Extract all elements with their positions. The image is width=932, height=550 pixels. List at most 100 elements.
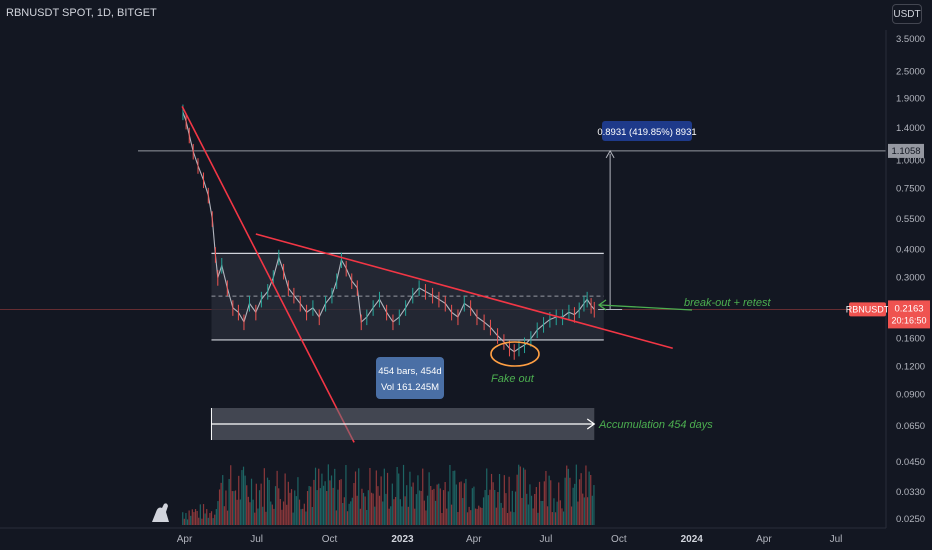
volume-bar [442, 490, 445, 525]
volume-bar [244, 475, 246, 525]
volume-bar [204, 513, 206, 525]
volume-bar [316, 490, 318, 525]
volume-bar [537, 512, 539, 525]
volume-bar [454, 470, 456, 525]
volume-bar [422, 468, 424, 525]
volume-bar [458, 482, 461, 525]
volume-bar [202, 504, 205, 525]
y-tick-label: 0.0330 [896, 487, 925, 498]
volume-bar [393, 499, 395, 525]
level-price-badge-text: 1.1058 [891, 146, 920, 157]
y-tick-label: 0.0450 [896, 457, 925, 468]
volume-bar [314, 467, 317, 525]
volume-bar [569, 477, 571, 525]
volume-bar [519, 466, 521, 525]
level-price-badge [888, 143, 924, 158]
volume-bar [255, 483, 257, 525]
currency-button[interactable]: USDT [892, 4, 922, 24]
volume-bar [287, 481, 289, 525]
volume-bar [335, 510, 337, 525]
volume-bar [468, 506, 470, 525]
volume-bar [188, 510, 190, 525]
x-tick-label: Jul [830, 534, 843, 545]
volume-bar [498, 473, 501, 525]
volume-bar [447, 491, 449, 525]
volume-bar [591, 495, 593, 525]
volume-bar [410, 486, 413, 525]
volume-bar [257, 508, 259, 525]
volume-bar [570, 506, 573, 525]
volume-bar [198, 517, 200, 525]
volume-bar [201, 518, 203, 525]
volume-bar [318, 468, 320, 525]
volume-bar [367, 490, 369, 525]
volume-bar [247, 496, 249, 525]
volume-bar [222, 475, 224, 525]
fakeout-circle [490, 341, 540, 367]
volume-bar [497, 492, 499, 525]
volume-bar [490, 473, 493, 525]
volume-bar [417, 475, 419, 525]
volume-bar [532, 508, 534, 525]
volume-bar [406, 485, 408, 525]
volume-bar [334, 468, 336, 525]
volume-bar [295, 496, 297, 525]
volume-bar [524, 469, 526, 525]
volume-bar [559, 500, 561, 525]
volume-bar [342, 502, 344, 525]
volume-bar [340, 479, 342, 525]
volume-bar [561, 508, 563, 525]
y-tick-label: 0.3000 [896, 273, 925, 284]
volume-bar [593, 485, 595, 525]
volume-bar [449, 464, 451, 525]
measure-label: 0.8931 (419.85%) 8931 [597, 127, 696, 138]
volume-bar [226, 510, 229, 525]
volume-bar [457, 512, 459, 525]
volume-bar [428, 472, 430, 525]
volume-bar [554, 512, 557, 525]
volume-bar [418, 490, 421, 525]
volume-bar [574, 483, 576, 525]
volume-bar [239, 499, 241, 525]
volume-bar [250, 478, 253, 525]
volume-bar [502, 507, 504, 525]
price-badge-value: 0.2163 [894, 303, 923, 314]
volume-bar [385, 493, 387, 525]
volume-bar [206, 509, 208, 525]
volume-bar [186, 519, 189, 525]
price-badge-countdown: 20:16:50 [891, 315, 926, 325]
volume-bar [310, 486, 312, 525]
volume-bar [231, 491, 233, 525]
volume-bar [545, 470, 547, 525]
x-tick-label: Jul [540, 534, 553, 545]
volume-bar [375, 470, 377, 525]
volume-bar [302, 508, 304, 525]
volume-bar [268, 479, 270, 525]
volume-bar [278, 488, 280, 525]
volume-bar [481, 507, 483, 525]
volume-bar [534, 493, 536, 525]
volume-bar [433, 488, 435, 525]
y-tick-label: 0.4000 [896, 245, 925, 256]
volume-bar [511, 490, 513, 525]
volume-bar [484, 489, 486, 525]
volume-bar [582, 493, 584, 525]
volume-bar [514, 491, 517, 525]
volume-bar [505, 493, 507, 525]
volume-bar [476, 508, 478, 525]
y-tick-label: 0.0650 [896, 421, 925, 432]
volume-bar [351, 497, 353, 525]
volume-bar [402, 464, 405, 525]
volume-bar [234, 490, 237, 525]
volume-bar [182, 512, 184, 525]
volume-bar [527, 504, 529, 525]
volume-bar [506, 512, 509, 525]
volume-bar [471, 488, 473, 525]
volume-bar [218, 489, 221, 525]
volume-bar [580, 473, 582, 525]
volume-bar [558, 482, 560, 525]
volume-bar [194, 509, 197, 525]
logo-icon [152, 503, 169, 522]
volume-bar [423, 500, 425, 525]
